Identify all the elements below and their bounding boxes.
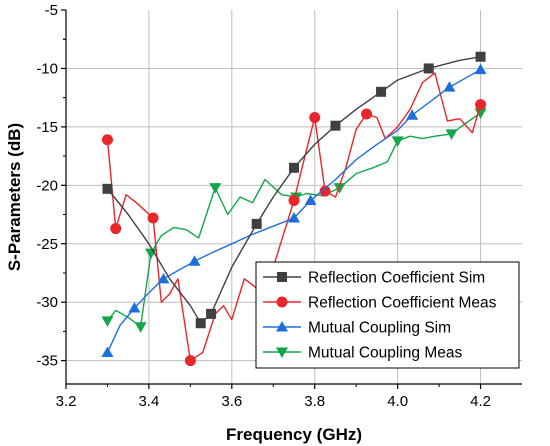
data-point (475, 99, 487, 111)
data-point (128, 302, 141, 313)
data-point (101, 316, 114, 327)
legend-item: Reflection Coefficient Meas (263, 295, 497, 312)
series-0 (102, 51, 486, 329)
x-tick-label: 3.8 (304, 393, 325, 410)
legend-label: Mutual Coupling Meas (308, 345, 462, 362)
data-point (184, 355, 196, 367)
series-2 (101, 63, 487, 357)
series-line (106, 72, 482, 362)
data-point (289, 162, 299, 173)
data-point (361, 108, 373, 120)
legend-label: Reflection Coefficient Sim (308, 270, 485, 287)
series-group (101, 51, 487, 367)
legend-marker (277, 272, 287, 282)
series-line (106, 112, 481, 328)
series-1 (101, 72, 487, 367)
data-point (376, 86, 387, 97)
data-point (110, 223, 122, 235)
data-point (443, 81, 456, 92)
data-point (206, 308, 217, 319)
x-tick-label: 3.2 (56, 393, 77, 410)
data-point (330, 120, 341, 131)
x-tick-label: 3.4 (138, 393, 159, 410)
data-point (474, 63, 487, 75)
series-line (106, 68, 481, 353)
data-point (445, 129, 458, 140)
data-point (288, 212, 300, 223)
data-point (147, 212, 159, 224)
x-tick-label: 4.0 (387, 393, 408, 410)
data-point (319, 185, 331, 197)
y-tick-label: -15 (36, 119, 58, 136)
data-point (195, 318, 206, 329)
y-tick-label: -35 (36, 353, 58, 370)
legend-item: Mutual Coupling Meas (263, 345, 462, 362)
y-tick-label: -30 (36, 294, 58, 311)
legend-marker (276, 347, 288, 358)
legend-marker (276, 321, 288, 332)
x-tick-label: 4.2 (470, 393, 491, 410)
y-tick-label: -25 (36, 236, 58, 253)
legend-label: Reflection Coefficient Meas (308, 295, 497, 312)
data-point (474, 108, 487, 119)
legend-marker (276, 296, 288, 308)
y-axis-title: S-Parameters (dB) (5, 123, 24, 271)
data-point (423, 63, 434, 74)
data-point (188, 255, 201, 266)
data-point (304, 194, 317, 206)
legend-item: Reflection Coefficient Sim (263, 270, 485, 287)
data-point (309, 112, 321, 124)
axes: 3.2 3.4 3.6 3.8 4.0 4.2 -35 -30 -25 -20 -15 -10 -5 Fr… (5, 2, 522, 444)
data-point (157, 272, 170, 284)
data-point (251, 218, 262, 229)
data-point (406, 109, 419, 120)
data-point (134, 322, 147, 333)
legend-item: Mutual Coupling Sim (263, 320, 451, 337)
x-tick-label: 3.6 (221, 393, 242, 410)
series-line (106, 56, 481, 324)
data-point (475, 51, 486, 62)
legend-box (255, 261, 520, 369)
legend-label: Mutual Coupling Sim (308, 320, 451, 337)
data-point (102, 183, 113, 194)
data-point (333, 183, 346, 194)
y-tick-label: -20 (36, 177, 58, 194)
data-point (101, 134, 113, 146)
data-point (101, 346, 114, 357)
y-tick-label: -10 (36, 60, 58, 77)
legend: Reflection Coefficient Sim Reflection Coe… (255, 261, 520, 369)
data-point (391, 136, 404, 147)
data-point (288, 195, 300, 207)
data-point (209, 183, 222, 194)
x-axis-title: Frequency (GHz) (226, 425, 362, 444)
y-tick-label: -5 (45, 2, 58, 19)
